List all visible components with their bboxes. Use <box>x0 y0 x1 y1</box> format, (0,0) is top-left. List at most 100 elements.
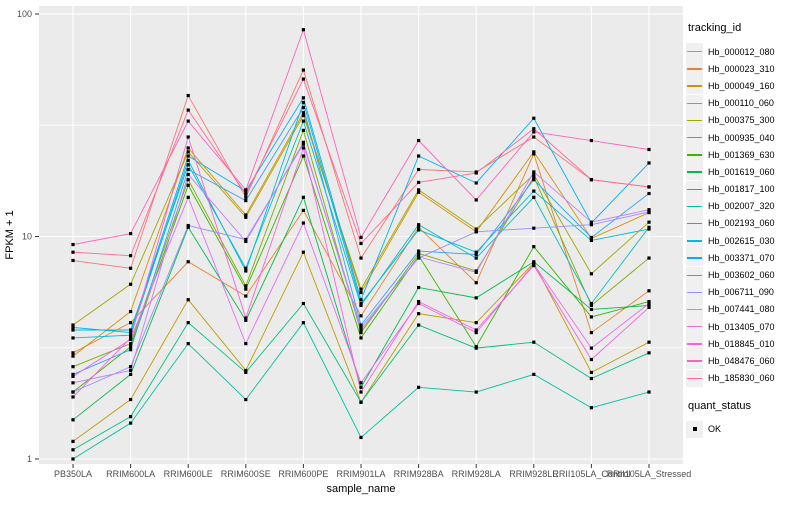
legend-item-label: Hb_018845_010 <box>708 338 775 349</box>
legend-item: Hb_000023_310 <box>686 60 798 78</box>
data-point <box>71 390 75 394</box>
data-point <box>647 227 651 231</box>
legend-line-swatch <box>687 274 702 276</box>
legend-key <box>686 163 703 181</box>
legend-key <box>686 352 703 370</box>
data-point <box>301 111 305 115</box>
data-point <box>186 119 190 123</box>
data-point <box>244 287 248 291</box>
data-point <box>474 296 478 300</box>
data-point <box>647 161 651 165</box>
data-point <box>186 158 190 162</box>
data-point <box>244 316 248 320</box>
data-point <box>474 328 478 332</box>
data-point <box>532 135 536 139</box>
data-point <box>244 198 248 203</box>
data-point <box>71 258 75 263</box>
data-point <box>244 294 248 298</box>
x-tick-label: RRIM600PE <box>278 469 328 479</box>
data-point <box>359 336 363 340</box>
legend-item-label: Hb_000049_160 <box>708 80 775 91</box>
legend-line-swatch <box>687 51 702 53</box>
data-point <box>647 210 651 214</box>
data-point <box>186 342 190 346</box>
legend-item-label: Hb_007441_080 <box>708 304 775 315</box>
data-point <box>647 340 651 344</box>
quant-ok-label: OK <box>708 424 722 435</box>
data-point <box>417 255 421 259</box>
data-point <box>244 397 248 402</box>
data-point <box>129 336 133 340</box>
data-point <box>359 303 363 308</box>
data-point <box>244 192 248 196</box>
data-point <box>474 227 478 231</box>
data-point <box>647 303 651 308</box>
legend-item-label: Hb_185830_060 <box>708 373 775 384</box>
legend-key <box>686 146 703 164</box>
legend-item-label: Hb_001619_060 <box>708 166 775 177</box>
data-point <box>359 290 363 295</box>
data-point <box>359 241 363 246</box>
data-point <box>532 260 536 264</box>
legend-item: Hb_000049_160 <box>686 77 798 95</box>
data-point <box>301 250 305 254</box>
legend-item: Hb_000110_060 <box>686 94 798 112</box>
legend-line-swatch <box>687 222 702 225</box>
legend-item-label: Hb_003602_060 <box>708 270 775 281</box>
legend-item: Hb_013405_070 <box>686 318 798 336</box>
legend-line-swatch <box>687 326 702 328</box>
data-point <box>417 190 421 194</box>
data-point <box>532 150 536 154</box>
legend-key <box>686 249 703 267</box>
data-point <box>359 314 363 318</box>
data-point <box>359 298 363 302</box>
data-point <box>647 299 651 304</box>
data-point <box>589 235 593 240</box>
x-tick-label: RRII105LA_Stressed <box>607 469 692 479</box>
data-point <box>417 188 421 192</box>
legend-item: Hb_001817_100 <box>686 180 798 198</box>
data-point <box>474 330 478 335</box>
data-point <box>474 181 478 185</box>
legend-item-label: Hb_001817_100 <box>708 184 775 195</box>
data-point <box>532 372 536 377</box>
legend-line-swatch <box>687 85 702 87</box>
data-point <box>647 191 651 196</box>
legend-item-label: Hb_000375_300 <box>708 115 775 126</box>
legend-item: Hb_001619_060 <box>686 163 798 181</box>
legend-line-swatch <box>687 119 702 122</box>
data-point <box>71 439 75 443</box>
legend-item: Hb_007441_080 <box>686 300 798 318</box>
data-point <box>417 299 421 304</box>
legend-line-swatch <box>687 205 702 208</box>
legend-item-quant-ok: OK <box>686 420 798 438</box>
data-point <box>417 223 421 227</box>
data-point <box>474 256 478 260</box>
data-point <box>532 195 536 199</box>
data-point <box>589 330 593 335</box>
data-point <box>474 198 478 202</box>
data-point <box>589 346 593 350</box>
legend-line-swatch <box>687 171 702 173</box>
data-point <box>474 321 478 325</box>
data-point <box>129 397 133 402</box>
data-point <box>71 457 75 461</box>
data-point <box>244 239 248 244</box>
legend-key <box>686 300 703 318</box>
data-point <box>186 195 190 199</box>
data-point <box>359 323 363 327</box>
legend-key <box>686 318 703 336</box>
data-point <box>474 171 478 175</box>
data-point <box>532 340 536 344</box>
data-point <box>417 249 421 253</box>
x-tick-label: PB350LA <box>54 469 92 479</box>
legend: tracking_id Hb_000012_080 Hb_000023_310 Hb… <box>686 22 798 438</box>
data-point <box>589 220 593 224</box>
legend-items: Hb_000012_080 Hb_000023_310 Hb_000049_160 H… <box>686 43 798 387</box>
data-point <box>647 351 651 355</box>
data-point <box>417 167 421 172</box>
legend-item-label: Hb_000012_080 <box>708 46 775 57</box>
data-point <box>301 119 305 123</box>
data-point <box>589 406 593 410</box>
